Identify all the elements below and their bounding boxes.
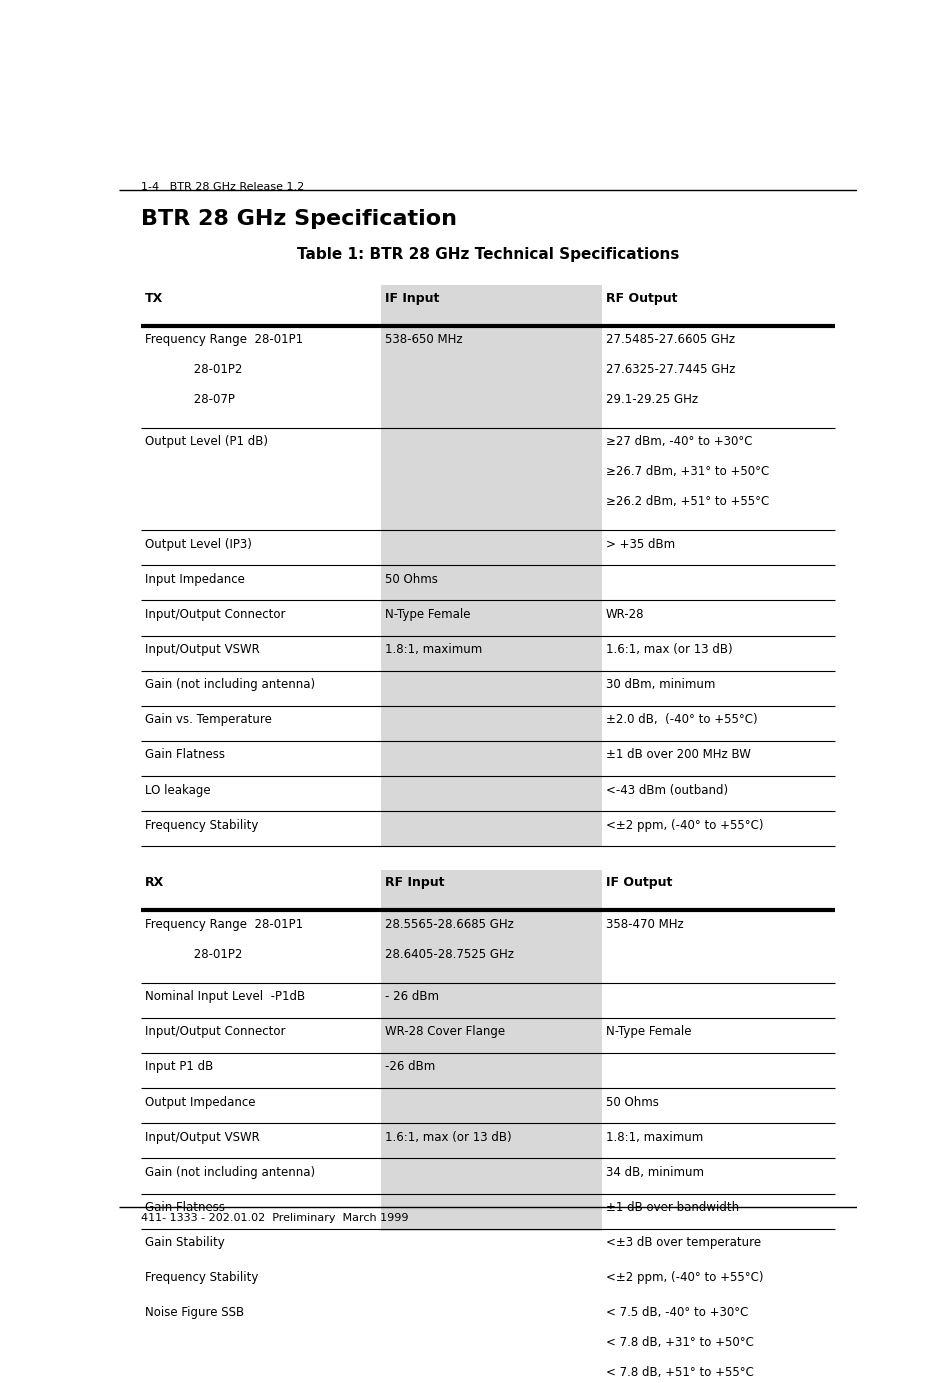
Text: 28-01P2: 28-01P2 [145, 947, 242, 961]
Text: Frequency Range  28-01P1: Frequency Range 28-01P1 [145, 333, 303, 346]
Text: Frequency Stability: Frequency Stability [145, 819, 258, 831]
Text: WR-28 Cover Flange: WR-28 Cover Flange [385, 1025, 505, 1039]
Text: 538-650 MHz: 538-650 MHz [385, 333, 463, 346]
Text: 28.5565-28.6685 GHz: 28.5565-28.6685 GHz [385, 918, 513, 931]
Text: Input/Output Connector: Input/Output Connector [145, 1025, 286, 1039]
Bar [381, 705, 603, 741]
Text: <±3 dB over temperature: <±3 dB over temperature [606, 1236, 761, 1249]
Text: 1.6:1, max (or 13 dB): 1.6:1, max (or 13 dB) [385, 1131, 511, 1144]
Bar [381, 1264, 603, 1299]
Text: <-43 dBm (outband): <-43 dBm (outband) [606, 784, 728, 797]
Text: 28-01P2: 28-01P2 [145, 362, 242, 376]
Text: - 26 dBm: - 26 dBm [385, 990, 439, 1003]
Text: ≥26.7 dBm, +31° to +50°C: ≥26.7 dBm, +31° to +50°C [606, 465, 769, 479]
Text: ≥26.2 dBm, +51° to +55°C: ≥26.2 dBm, +51° to +55°C [606, 495, 769, 508]
Bar [381, 671, 603, 705]
Bar [381, 600, 603, 636]
Text: 27.6325-27.7445 GHz: 27.6325-27.7445 GHz [606, 362, 735, 376]
Text: Input Impedance: Input Impedance [145, 573, 245, 586]
Bar [381, 1018, 603, 1052]
Bar [381, 1228, 603, 1264]
Text: IF Input: IF Input [385, 292, 439, 304]
Text: 411- 1333 - 202.01.02  Preliminary  March 1999: 411- 1333 - 202.01.02 Preliminary March … [141, 1213, 408, 1223]
Text: BTR 28 GHz Specification: BTR 28 GHz Specification [141, 209, 457, 228]
Bar [381, 636, 603, 671]
Text: Frequency Range  28-01P1: Frequency Range 28-01P1 [145, 918, 303, 931]
Bar [381, 776, 603, 812]
Bar [381, 910, 603, 983]
Text: 1.6:1, max (or 13 dB): 1.6:1, max (or 13 dB) [606, 643, 733, 656]
Text: < 7.8 dB, +51° to +55°C: < 7.8 dB, +51° to +55°C [606, 1366, 754, 1379]
Text: > +35 dBm: > +35 dBm [606, 538, 675, 550]
Bar [381, 566, 603, 600]
Text: Gain Flatness: Gain Flatness [145, 748, 225, 762]
Text: 27.5485-27.6605 GHz: 27.5485-27.6605 GHz [606, 333, 735, 346]
Text: N-Type Female: N-Type Female [606, 1025, 691, 1039]
Text: 50 Ohms: 50 Ohms [606, 1095, 659, 1109]
Text: WR-28: WR-28 [606, 609, 645, 621]
Text: TX: TX [145, 292, 163, 304]
Bar [381, 326, 603, 427]
Text: 1-4   BTR 28 GHz Release 1.2: 1-4 BTR 28 GHz Release 1.2 [141, 183, 305, 192]
Text: Gain vs. Temperature: Gain vs. Temperature [145, 714, 271, 726]
Text: 28-07P: 28-07P [145, 393, 235, 405]
Text: ≥27 dBm, -40° to +30°C: ≥27 dBm, -40° to +30°C [606, 436, 752, 448]
Text: Output Level (IP3): Output Level (IP3) [145, 538, 251, 550]
Text: Output Level (P1 dB): Output Level (P1 dB) [145, 436, 268, 448]
Bar [381, 1088, 603, 1123]
Text: 1.8:1, maximum: 1.8:1, maximum [606, 1131, 704, 1144]
Text: 30 dBm, minimum: 30 dBm, minimum [606, 678, 715, 692]
Text: Gain Stability: Gain Stability [145, 1236, 225, 1249]
Text: -26 dBm: -26 dBm [385, 1061, 435, 1073]
Bar [381, 285, 603, 326]
Bar [381, 530, 603, 566]
Text: LO leakage: LO leakage [145, 784, 210, 797]
Text: Input/Output Connector: Input/Output Connector [145, 609, 286, 621]
Text: < 7.5 dB, -40° to +30°C: < 7.5 dB, -40° to +30°C [606, 1307, 748, 1319]
Text: Input P1 dB: Input P1 dB [145, 1061, 213, 1073]
Text: ±1 dB over 200 MHz BW: ±1 dB over 200 MHz BW [606, 748, 751, 762]
Bar [381, 812, 603, 846]
Bar [381, 1052, 603, 1088]
Text: RF Input: RF Input [385, 877, 444, 889]
Bar [381, 1299, 603, 1383]
Text: Input/Output VSWR: Input/Output VSWR [145, 643, 260, 656]
Text: ±1 dB over bandwidth: ±1 dB over bandwidth [606, 1200, 739, 1214]
Bar [381, 741, 603, 776]
Text: RF Output: RF Output [606, 292, 678, 304]
Text: Output Impedance: Output Impedance [145, 1095, 255, 1109]
Bar [381, 1159, 603, 1194]
Text: RX: RX [145, 877, 164, 889]
Text: Frequency Stability: Frequency Stability [145, 1271, 258, 1285]
Text: ±2.0 dB,  (-40° to +55°C): ±2.0 dB, (-40° to +55°C) [606, 714, 758, 726]
Text: 29.1-29.25 GHz: 29.1-29.25 GHz [606, 393, 698, 405]
Text: Input/Output VSWR: Input/Output VSWR [145, 1131, 260, 1144]
Bar [381, 427, 603, 530]
Text: IF Output: IF Output [606, 877, 672, 889]
Text: Noise Figure SSB: Noise Figure SSB [145, 1307, 244, 1319]
Text: < 7.8 dB, +31° to +50°C: < 7.8 dB, +31° to +50°C [606, 1336, 754, 1350]
Bar [381, 870, 603, 910]
Text: 50 Ohms: 50 Ohms [385, 573, 438, 586]
Text: Gain Flatness: Gain Flatness [145, 1200, 225, 1214]
Text: Nominal Input Level  -P1dB: Nominal Input Level -P1dB [145, 990, 305, 1003]
Text: <±2 ppm, (-40° to +55°C): <±2 ppm, (-40° to +55°C) [606, 1271, 764, 1285]
Text: Gain (not including antenna): Gain (not including antenna) [145, 1166, 315, 1178]
Bar [381, 1194, 603, 1228]
Text: N-Type Female: N-Type Female [385, 609, 470, 621]
Text: Gain (not including antenna): Gain (not including antenna) [145, 678, 315, 692]
Text: 358-470 MHz: 358-470 MHz [606, 918, 684, 931]
Text: 1.8:1, maximum: 1.8:1, maximum [385, 643, 482, 656]
Text: <±2 ppm, (-40° to +55°C): <±2 ppm, (-40° to +55°C) [606, 819, 764, 831]
Text: 34 dB, minimum: 34 dB, minimum [606, 1166, 704, 1178]
Bar [381, 983, 603, 1018]
Text: Table 1: BTR 28 GHz Technical Specifications: Table 1: BTR 28 GHz Technical Specificat… [297, 248, 679, 261]
Text: 28.6405-28.7525 GHz: 28.6405-28.7525 GHz [385, 947, 514, 961]
Bar [381, 1123, 603, 1159]
